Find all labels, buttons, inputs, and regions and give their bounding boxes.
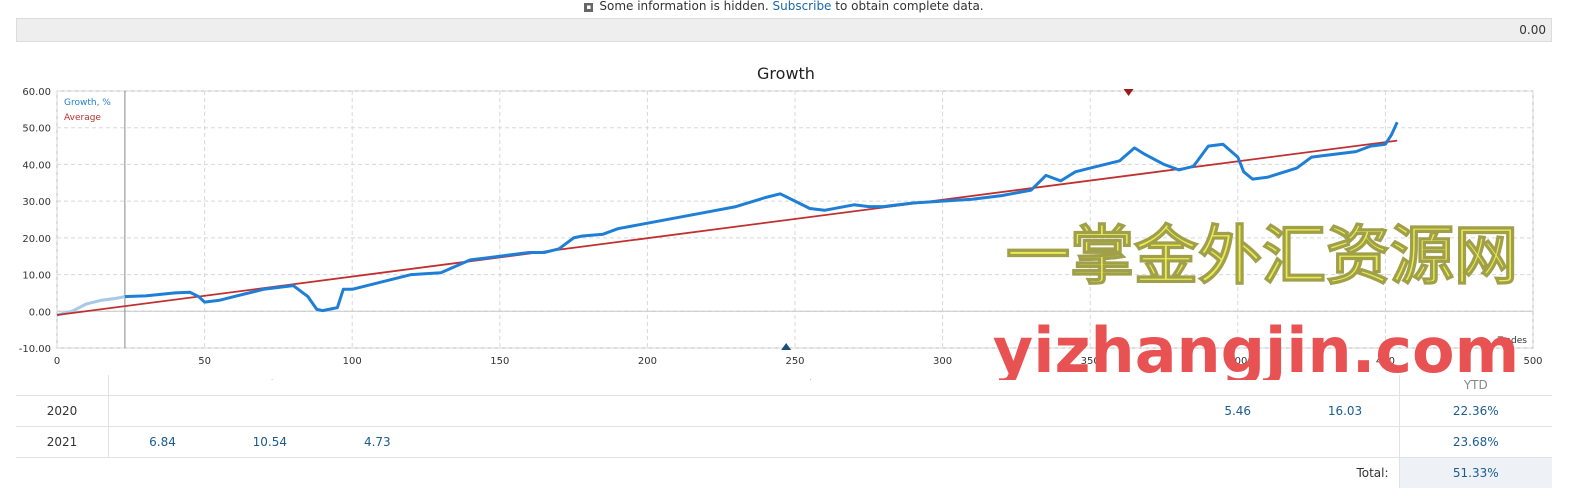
x-tick-label: 500 [1523, 356, 1542, 367]
month-value-cell [1076, 426, 1184, 458]
month-value-cell: 16.03 [1291, 395, 1400, 427]
month-value-cell [753, 426, 862, 458]
table-header-row: YTD [16, 375, 1552, 396]
trade-marker [1123, 89, 1134, 96]
legend-growth: Growth, % [64, 98, 111, 108]
month-value-cell [1076, 395, 1184, 427]
y-tick-label: 20.00 [22, 234, 51, 245]
month-value-cell [1291, 426, 1400, 458]
y-tick-label: -10.00 [19, 344, 51, 355]
x-tick-label: 400 [1228, 356, 1247, 367]
month-value-cell: 6.84 [108, 426, 217, 458]
month-header [754, 375, 862, 396]
month-value-cell: 10.54 [216, 426, 324, 458]
month-header [216, 375, 324, 396]
growth-line [124, 121, 1399, 313]
y-tick-label: 0.00 [29, 307, 51, 318]
ytd-header: YTD [1398, 375, 1552, 396]
x-tick-label: 350 [1081, 356, 1100, 367]
month-label: Jan [150, 378, 170, 380]
total-value: 51.33% [1398, 457, 1552, 488]
month-label: Dec [1331, 378, 1354, 380]
x-axis-label: Trades [1497, 336, 1528, 346]
y-tick-label: 60.00 [22, 87, 51, 98]
month-label: May [578, 378, 603, 380]
summary-total-value: 0.00 [1519, 23, 1546, 37]
month-value-cell [431, 395, 539, 427]
year-header [16, 375, 109, 396]
month-header [539, 375, 647, 396]
month-label: Apr [472, 378, 493, 380]
month-value-cell [861, 426, 969, 458]
x-tick-label: 150 [490, 356, 509, 367]
month-value-cell [1183, 426, 1292, 458]
watermark-chinese: 一掌金外汇资源网 [1006, 220, 1518, 294]
month-value-cell [646, 395, 754, 427]
month-header [324, 375, 432, 396]
month-label: Jun [687, 378, 707, 380]
month-value-cell [646, 426, 754, 458]
x-tick-label: 200 [638, 356, 657, 367]
x-tick-label: 50 [198, 356, 211, 367]
month-label: Feb [257, 378, 278, 380]
total-label: Total: [16, 457, 1400, 488]
month-label: Jul [797, 378, 812, 380]
year-cell: 2021 [16, 426, 109, 458]
month-label: Nov [1223, 378, 1246, 380]
growth-chart: -10.00 0.00 10.00 20.00 30.00 40.00 50.00 60.00… [19, 87, 1543, 380]
month-value-cell [323, 395, 432, 427]
x-tick-label: 100 [343, 356, 362, 367]
x-tick-label: 300 [933, 356, 952, 367]
x-tick-label: 0 [54, 356, 60, 367]
month-label: Aug [901, 378, 924, 380]
month-header [1184, 375, 1292, 396]
trade-marker [781, 343, 792, 350]
legend-average: Average [64, 113, 101, 123]
month-value-cell: 5.46 [1183, 395, 1292, 427]
ytd-cell: 23.68% [1398, 426, 1552, 458]
month-value-cell [431, 426, 539, 458]
lock-icon: ▪ [584, 3, 594, 12]
subscribe-link[interactable]: Subscribe [772, 0, 832, 13]
month-header [969, 375, 1077, 396]
month-value-cell [538, 395, 647, 427]
month-header [431, 375, 539, 396]
ytd-cell: 22.36% [1398, 395, 1552, 427]
month-label: Mar [364, 378, 387, 380]
hidden-info-notice: ▪ Some information is hidden. Subscribe t… [16, 0, 1552, 18]
month-value-cell [968, 395, 1077, 427]
growth-line-faded [56, 295, 126, 317]
monthly-growth-table: YTD 2020 5.46 16.03 22.36% 2021 6.84 10.54 4.73 2… [16, 375, 1552, 488]
x-tick-label: 450 [1376, 356, 1395, 367]
month-value-cell: 4.73 [323, 426, 432, 458]
notice-prefix: Some information is hidden. [599, 0, 769, 13]
month-value-cell [968, 426, 1077, 458]
notice-suffix: to obtain complete data. [835, 0, 984, 13]
summary-bar: 0.00 [16, 18, 1552, 42]
month-header [861, 375, 969, 396]
month-header [108, 375, 216, 396]
chart-title: Growth [757, 64, 815, 83]
watermark-url: yizhangjin.com [993, 314, 1519, 380]
total-row: Total: 51.33% [16, 457, 1552, 488]
month-header [1076, 375, 1184, 396]
x-tick-label: 250 [785, 356, 804, 367]
y-tick-label: 10.00 [22, 271, 51, 282]
month-value-cell [861, 395, 969, 427]
year-cell: 2020 [16, 395, 109, 427]
month-value-cell [216, 395, 324, 427]
table-row: 2020 5.46 16.03 22.36% [16, 395, 1552, 427]
month-value-cell [538, 426, 647, 458]
month-header [1291, 375, 1399, 396]
month-label: Oct [1117, 378, 1138, 380]
month-value-cell [753, 395, 862, 427]
table-row: 2021 6.84 10.54 4.73 23.68% [16, 426, 1552, 458]
y-tick-label: 30.00 [22, 197, 51, 208]
month-header [646, 375, 754, 396]
month-label: Sep [1009, 378, 1032, 380]
month-value-cell [108, 395, 217, 427]
y-tick-label: 50.00 [22, 124, 51, 135]
y-tick-label: 40.00 [22, 160, 51, 171]
